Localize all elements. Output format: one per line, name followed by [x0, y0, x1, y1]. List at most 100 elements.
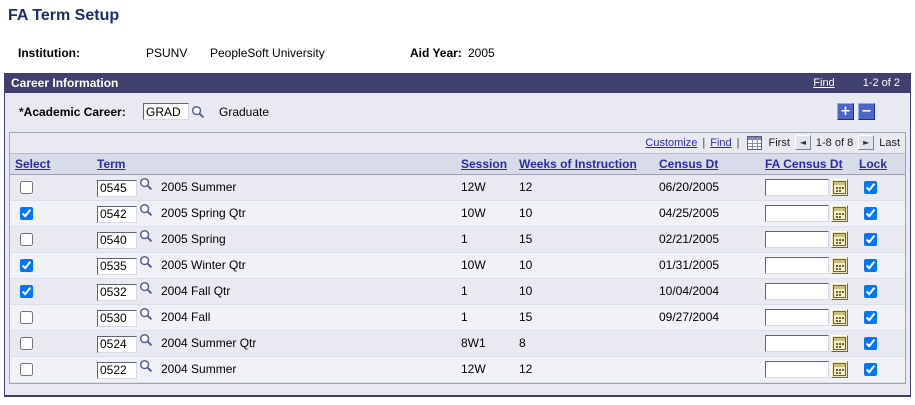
term-description: 2005 Summer [156, 174, 456, 201]
term-lookup-icon[interactable] [139, 229, 153, 243]
fa-census-dt-input[interactable] [765, 204, 829, 222]
calendar-icon[interactable] [831, 204, 848, 222]
calendar-icon[interactable] [831, 308, 848, 326]
term-description: 2004 Summer [156, 356, 456, 383]
term-lookup-icon[interactable] [139, 333, 153, 347]
fa-census-dt-cell [760, 252, 854, 279]
fa-census-dt-input[interactable] [765, 282, 829, 300]
calendar-icon[interactable] [831, 256, 848, 274]
term-input[interactable] [97, 179, 137, 197]
grid-find-link[interactable]: Find [710, 136, 732, 149]
term-lookup-icon[interactable] [139, 177, 153, 191]
lock-checkbox[interactable] [864, 207, 877, 221]
term-input[interactable] [97, 335, 137, 353]
term-lookup-icon[interactable] [139, 281, 153, 295]
toolbar-separator: | [702, 136, 706, 149]
term-cell [92, 226, 156, 253]
term-lookup-icon[interactable] [139, 203, 153, 217]
term-input[interactable] [97, 257, 137, 275]
term-cell [92, 278, 156, 305]
term-input[interactable] [97, 205, 137, 223]
weeks-value: 10 [514, 200, 654, 227]
term-description: 2004 Fall [156, 304, 456, 331]
select-checkbox[interactable] [20, 311, 33, 325]
col-header-weeks[interactable]: Weeks of Instruction [519, 156, 637, 171]
term-cell [92, 174, 156, 201]
col-header-census-dt[interactable]: Census Dt [659, 156, 719, 171]
session-value: 12W [456, 174, 514, 201]
select-cell [10, 200, 92, 227]
term-cell [92, 356, 156, 383]
academic-career-lookup-icon[interactable] [191, 105, 205, 119]
fa-census-dt-cell [760, 330, 854, 357]
select-cell [10, 252, 92, 279]
fa-census-dt-cell [760, 174, 854, 201]
col-header-lock[interactable]: Lock [859, 156, 888, 171]
lock-checkbox[interactable] [864, 285, 877, 299]
career-find-link[interactable]: Find [813, 77, 835, 89]
aid-year-value: 2005 [468, 46, 495, 60]
lock-checkbox[interactable] [864, 233, 877, 247]
calendar-icon[interactable] [831, 360, 848, 378]
academic-career-input[interactable] [143, 103, 189, 120]
delete-row-button[interactable]: − [858, 103, 875, 120]
fa-census-dt-input[interactable] [765, 178, 829, 196]
census-dt-value: 01/31/2005 [654, 252, 760, 279]
term-input[interactable] [97, 231, 137, 249]
download-grid-icon[interactable] [746, 135, 762, 150]
fa-census-dt-input[interactable] [765, 256, 829, 274]
select-checkbox[interactable] [20, 233, 33, 247]
next-page-icon[interactable]: ► [858, 135, 875, 150]
select-checkbox[interactable] [20, 181, 33, 195]
term-lookup-icon[interactable] [139, 307, 153, 321]
header-info: Institution: PSUNV PeopleSoft University… [18, 46, 915, 60]
select-checkbox[interactable] [20, 285, 33, 299]
calendar-icon[interactable] [831, 282, 848, 300]
fa-census-dt-input[interactable] [765, 360, 829, 378]
customize-link[interactable]: Customize [645, 136, 698, 149]
term-lookup-icon[interactable] [139, 359, 153, 373]
fa-term-table: Select Term Session Weeks of Instruction… [10, 154, 905, 383]
add-row-button[interactable]: + [837, 103, 854, 120]
lock-checkbox[interactable] [864, 311, 877, 325]
lock-checkbox[interactable] [864, 337, 877, 351]
select-checkbox[interactable] [20, 207, 33, 221]
lock-cell [854, 304, 905, 331]
last-link[interactable]: Last [879, 136, 900, 149]
term-cell [92, 304, 156, 331]
career-row-count: 1-2 of 2 [862, 77, 900, 89]
table-row: 2005 Spring Qtr 10W 10 04/25/2005 [10, 200, 905, 227]
col-header-session[interactable]: Session [461, 156, 508, 171]
fa-census-dt-input[interactable] [765, 334, 829, 352]
weeks-value: 10 [514, 252, 654, 279]
lock-checkbox[interactable] [864, 259, 877, 273]
select-checkbox[interactable] [20, 337, 33, 351]
fa-census-dt-input[interactable] [765, 230, 829, 248]
term-input[interactable] [97, 309, 137, 327]
session-value: 10W [456, 200, 514, 227]
fa-census-dt-cell [760, 226, 854, 253]
select-cell [10, 356, 92, 383]
first-link[interactable]: First [768, 136, 790, 149]
term-input[interactable] [97, 283, 137, 301]
select-checkbox[interactable] [20, 363, 33, 377]
term-lookup-icon[interactable] [139, 255, 153, 269]
lock-checkbox[interactable] [864, 363, 877, 377]
lock-checkbox[interactable] [864, 181, 877, 195]
previous-page-icon[interactable]: ◄ [794, 135, 811, 150]
calendar-icon[interactable] [831, 334, 848, 352]
fa-census-dt-input[interactable] [765, 308, 829, 326]
col-header-select[interactable]: Select [15, 156, 51, 171]
session-value: 1 [456, 304, 514, 331]
term-input[interactable] [97, 361, 137, 379]
weeks-value: 8 [514, 330, 654, 357]
career-information-groupbox: Career Information Find 1-2 of 2 *Academ… [4, 73, 911, 397]
session-value: 1 [456, 278, 514, 305]
col-header-fa-census-dt[interactable]: FA Census Dt [765, 156, 843, 171]
select-checkbox[interactable] [20, 259, 33, 273]
col-header-term[interactable]: Term [97, 156, 126, 171]
term-description: 2005 Winter Qtr [156, 252, 456, 279]
calendar-icon[interactable] [831, 230, 848, 248]
calendar-icon[interactable] [831, 178, 848, 196]
toolbar-separator: | [736, 136, 740, 149]
